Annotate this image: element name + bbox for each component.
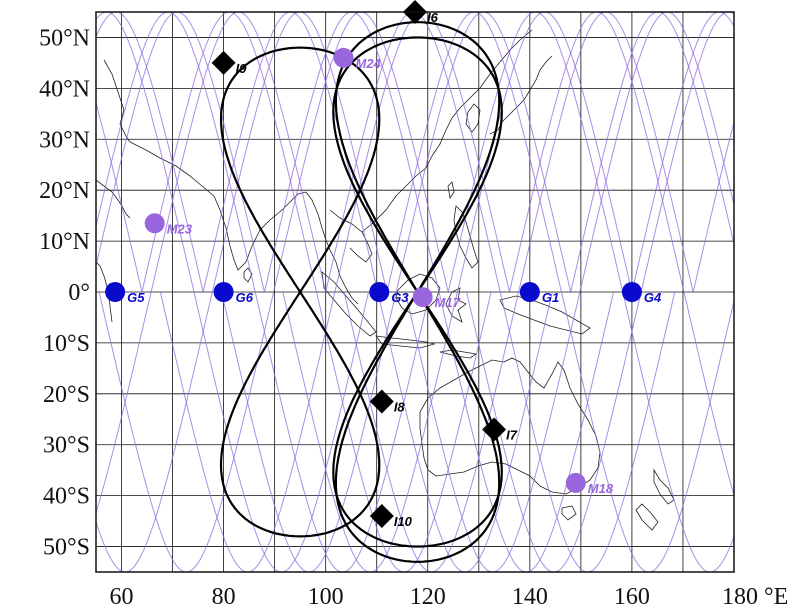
y-tick-label: 50°N (39, 25, 90, 51)
y-tick-label: 40°S (43, 484, 90, 510)
meo-track-line (508, 12, 734, 498)
y-tick-label: 10°S (43, 331, 90, 357)
x-tick-label: 80 (212, 584, 236, 610)
y-tick-label: 30°S (43, 433, 90, 459)
igso-satellite-marker (482, 417, 507, 442)
geo-satellite-label: G4 (644, 290, 662, 305)
y-tick-label: 10°N (39, 229, 90, 255)
meo-satellite-label: M24 (356, 56, 382, 71)
geo-satellite-label: G6 (236, 290, 254, 305)
geo-satellite-marker (105, 282, 126, 302)
igso-satellite-marker (369, 389, 394, 414)
meo-track-line (325, 12, 676, 572)
igso-satellite-label: I7 (506, 427, 518, 442)
igso-satellite-label: I6 (427, 10, 439, 25)
meo-track-line (96, 12, 265, 293)
geo-satellite-label: G3 (391, 290, 409, 305)
geo-satellite-marker (213, 282, 234, 302)
meo-track-line (96, 12, 388, 572)
meo-track-line (404, 12, 734, 572)
meo-track-line (96, 12, 431, 572)
y-tick-label: 30°N (39, 127, 90, 153)
meo-track-line (96, 12, 204, 293)
meo-satellite-marker (144, 213, 165, 234)
axis-tick-labels: 60 80 100 120 140 160 180 °E 50°N 40°N 30°N 20°N 10… (39, 25, 788, 610)
y-tick-label: 20°S (43, 382, 90, 408)
meo-satellite-label: M17 (435, 295, 461, 310)
x-tick-label: 60 (110, 584, 134, 610)
igso-satellite-marker (369, 504, 394, 528)
geo-satellite-label: G1 (542, 290, 559, 305)
meo-satellite-marker (565, 472, 586, 493)
igso-satellite-label: I9 (236, 61, 248, 76)
geo-satellite-marker (519, 282, 540, 302)
x-tick-label: 120 (410, 584, 446, 610)
y-tick-label: 20°N (39, 178, 90, 204)
igso-track-line (219, 46, 381, 538)
meo-track-line (0, 12, 19, 572)
satellite-markers: G1 G3 G4 G5 G6 M17 M18 M23 M24 I6 I7 I8 I9 I10 (105, 0, 662, 529)
meo-track-line (631, 12, 734, 293)
meo-track-line (96, 12, 327, 515)
igso-satellite-label: I10 (394, 514, 413, 529)
meo-track-line (343, 12, 694, 572)
meo-track-line (96, 12, 370, 572)
meo-satellite-marker (412, 287, 433, 308)
meo-track-line (570, 12, 734, 293)
meo-satellite-marker (333, 47, 354, 68)
meo-track-line (98, 12, 449, 572)
meo-track-line (263, 12, 614, 572)
meo-track-line (754, 12, 800, 572)
y-tick-label: 50°S (43, 535, 90, 561)
igso-satellite-label: I8 (394, 399, 406, 414)
plot-frame (95, 11, 735, 573)
geo-satellite-marker (621, 282, 642, 302)
meo-satellite-label: M23 (167, 221, 193, 236)
meo-track-line (159, 12, 510, 572)
x-tick-label: 100 (308, 584, 344, 610)
meo-satellite-label: M18 (588, 481, 614, 496)
x-tick-label: 140 (512, 584, 548, 610)
x-tick-label: 160 (614, 584, 650, 610)
meo-track-line (221, 12, 572, 572)
y-tick-label: 40°N (39, 76, 90, 102)
geo-satellite-marker (369, 282, 390, 302)
y-tick-label: 0° (68, 280, 90, 306)
igso-satellite-marker (211, 50, 236, 75)
meo-track-line (386, 12, 734, 572)
geo-satellite-label: G5 (127, 290, 145, 305)
meo-track-line (141, 12, 492, 572)
x-tick-label: 180 °E (722, 584, 788, 610)
meo-track-line (282, 12, 633, 572)
